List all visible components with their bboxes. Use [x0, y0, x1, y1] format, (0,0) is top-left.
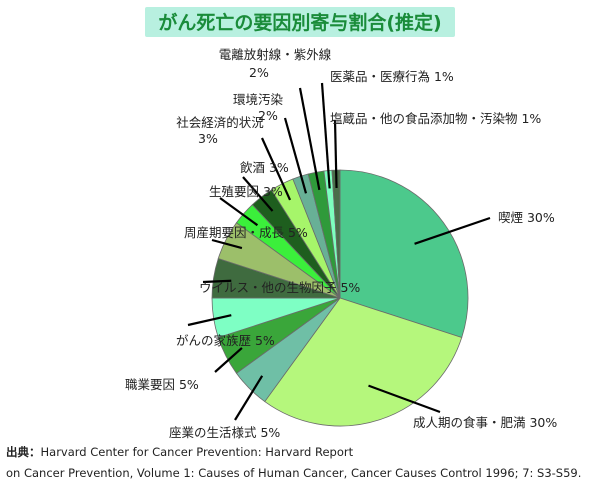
source-label: 出典：	[6, 445, 41, 459]
leader-line	[333, 119, 338, 188]
leader-line	[202, 279, 232, 284]
source-text-1: Harvard Center for Cancer Prevention: Ha…	[40, 445, 354, 459]
chart-title: がん死亡の要因別寄与割合(推定)	[158, 11, 441, 34]
slice-label: 座業の生活様式 5%	[169, 425, 280, 440]
source-line-2: on Cancer Prevention, Volume 1: Causes o…	[6, 466, 581, 480]
slice-label: 3%	[198, 131, 218, 146]
leader-line	[219, 197, 259, 227]
chart-title-background	[145, 7, 455, 37]
leader-line	[211, 238, 243, 250]
leader-line	[368, 384, 441, 414]
slice-label: ウイルス・他の生物因子 5%	[199, 280, 360, 295]
leader-line	[214, 347, 243, 373]
slice-label: がんの家族歴 5%	[176, 333, 275, 348]
slice-label: 社会経済的状況	[176, 115, 264, 130]
slice-label: 2%	[249, 65, 269, 80]
leader-line	[283, 117, 308, 194]
source-text-2: on Cancer Prevention, Volume 1: Causes o…	[6, 466, 582, 480]
leader-line	[260, 137, 292, 201]
slice-label: 生殖要因 3%	[209, 184, 283, 199]
leader-line	[187, 314, 232, 327]
slice-label: 成人期の食事・肥満 30%	[413, 415, 557, 430]
slice-label: 環境汚染	[233, 92, 284, 107]
slice-label: 飲酒 3%	[240, 160, 289, 175]
leader-line	[234, 375, 264, 421]
pie-slices	[211, 169, 469, 427]
leader-line	[320, 82, 331, 189]
leader-line	[414, 216, 491, 245]
source-line-1: 出典：Harvard Center for Cancer Prevention:…	[6, 444, 353, 460]
pie-slice	[339, 169, 469, 339]
pie-slice	[264, 297, 463, 427]
leader-line	[298, 87, 321, 191]
leader-lines	[187, 82, 491, 421]
slice-label: 電離放射線・紫外線	[219, 47, 332, 62]
slice-label: 塩蔵品・他の食品添加物・汚染物 1%	[330, 111, 541, 126]
slice-label: 周産期要因・成長 5%	[184, 225, 308, 240]
slice-label: 2%	[258, 108, 278, 123]
slice-label: 職業要因 5%	[125, 377, 199, 392]
slice-labels: 喫煙 30% 成人期の食事・肥満 30% 座業の生活様式 5% 職業要因 5% がんの家…	[125, 47, 557, 440]
slice-label: 喫煙 30%	[498, 210, 555, 225]
slice-label: 医薬品・医療行為 1%	[330, 69, 454, 84]
leader-line	[242, 176, 274, 212]
